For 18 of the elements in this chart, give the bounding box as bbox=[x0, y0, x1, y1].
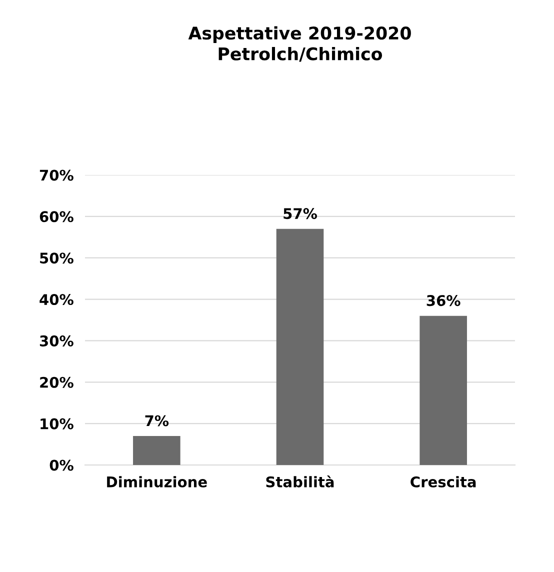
chart-title: Aspettative 2019-2020 Petrolch/Chimico bbox=[188, 26, 411, 62]
x-tick-label: Diminuzione bbox=[107, 476, 207, 488]
y-tick-label: 0% bbox=[50, 460, 74, 471]
y-tick-label: 30% bbox=[40, 335, 74, 346]
y-tick-label: 20% bbox=[40, 376, 74, 388]
data-label: 57% bbox=[284, 208, 317, 220]
x-tick-label: Stabilità bbox=[266, 476, 334, 488]
bar bbox=[133, 436, 180, 465]
y-tick-label: 50% bbox=[40, 252, 74, 264]
y-tick-label: 40% bbox=[40, 294, 74, 306]
bar bbox=[420, 316, 467, 465]
y-tick-label: 60% bbox=[40, 211, 74, 222]
data-label: 36% bbox=[426, 295, 460, 306]
data-label: 7% bbox=[145, 415, 169, 426]
x-tick-label: Crescita bbox=[410, 476, 476, 488]
y-tick-label: 10% bbox=[40, 418, 74, 430]
y-tick-label: 70% bbox=[40, 170, 74, 181]
bar bbox=[276, 228, 324, 465]
